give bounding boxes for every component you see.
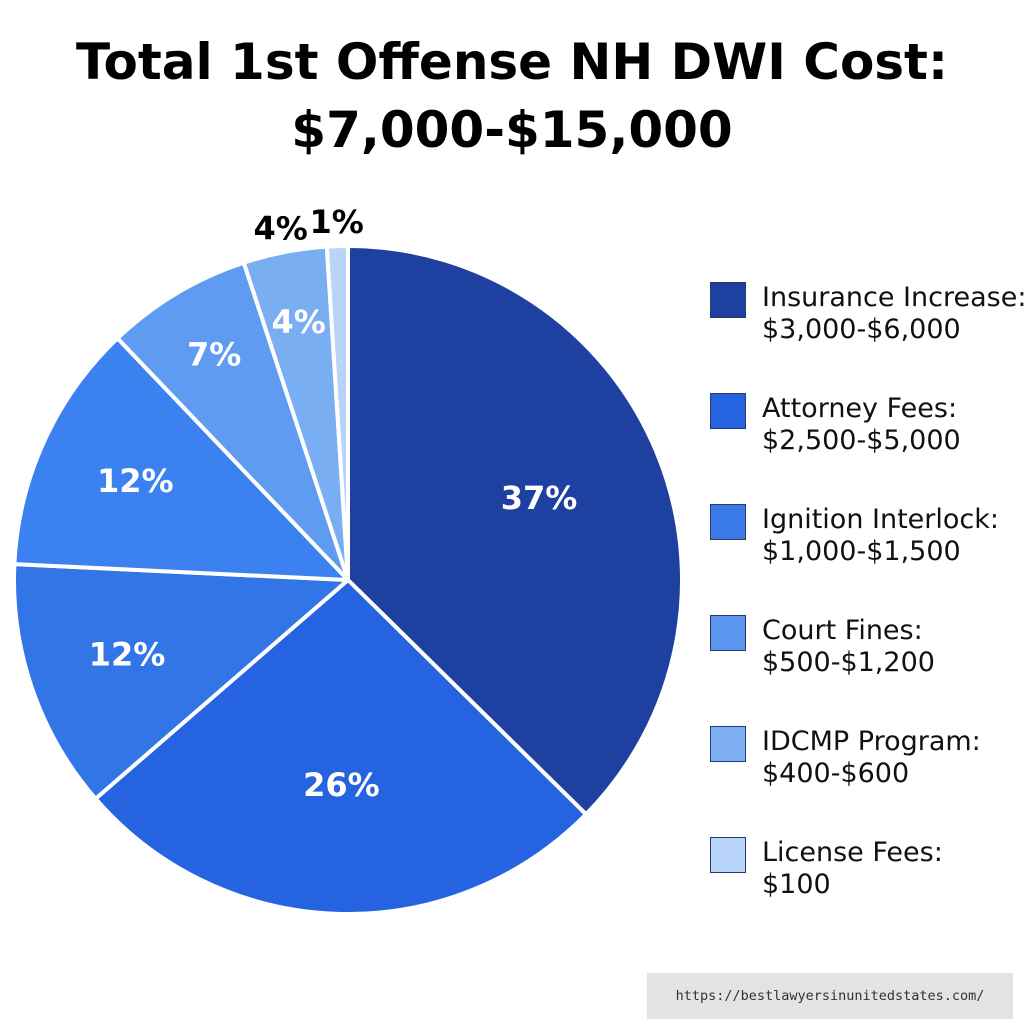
pie-slice-4 [115, 260, 350, 582]
legend-label: IDCMP Program: [762, 726, 981, 757]
legend-label: Ignition Interlock: [762, 504, 999, 535]
pie-slice-label-1: 26% [303, 766, 380, 804]
legend-range: $400-$600 [762, 758, 910, 789]
legend-text: Attorney Fees: $2,500-$5,000 [762, 393, 961, 457]
chart-title-line-1: Total 1st Offense NH DWI Cost: [76, 33, 948, 91]
legend-item: Attorney Fees: $2,500-$5,000 [710, 393, 1020, 463]
legend-range: $3,000-$6,000 [762, 314, 961, 345]
pie-slice-label-4: 7% [187, 335, 241, 373]
legend-swatch [710, 615, 746, 651]
legend-text: IDCMP Program: $400-$600 [762, 726, 981, 790]
watermark-url: https://bestlawyersinunitedstates.com/ [647, 973, 1013, 1019]
legend-text: License Fees: $100 [762, 837, 943, 901]
pie-slice-0 [346, 244, 684, 817]
legend-item: License Fees: $100 [710, 837, 1020, 907]
pie-slice-label-2: 12% [89, 635, 166, 673]
pie-slice-outer-label-6: 1% [310, 203, 364, 241]
legend-range: $2,500-$5,000 [762, 425, 961, 456]
legend-item: Insurance Increase: $3,000-$6,000 [710, 282, 1024, 352]
legend-swatch [710, 282, 746, 318]
legend-label: License Fees: [762, 837, 943, 868]
legend-text: Ignition Interlock: $1,000-$1,500 [762, 504, 999, 568]
legend-item: IDCMP Program: $400-$600 [710, 726, 1020, 796]
legend-item: Court Fines: $500-$1,200 [710, 615, 1020, 685]
pie-slice-outer-label-5: 4% [253, 209, 307, 247]
chart-title-line-2: $7,000-$15,000 [291, 101, 733, 159]
legend-text: Insurance Increase: $3,000-$6,000 [762, 282, 1024, 346]
legend-swatch [710, 504, 746, 540]
legend-text: Court Fines: $500-$1,200 [762, 615, 935, 679]
legend-range: $100 [762, 869, 831, 900]
legend-swatch [710, 393, 746, 429]
legend-range: $500-$1,200 [762, 647, 935, 678]
pie-slice-6 [324, 244, 350, 582]
legend-range: $1,000-$1,500 [762, 536, 961, 567]
legend-swatch [710, 837, 746, 873]
legend-swatch [710, 726, 746, 762]
legend-label: Attorney Fees: [762, 393, 958, 424]
legend-item: Ignition Interlock: $1,000-$1,500 [710, 504, 1020, 574]
pie-slice-3 [12, 336, 350, 582]
pie-slice-label-3: 12% [97, 462, 174, 500]
pie-slice-2 [12, 562, 350, 801]
pie-slice-label-0: 37% [501, 479, 578, 517]
pie-slice-1 [93, 578, 589, 916]
pie-slice-label-5: 4% [272, 303, 326, 341]
legend-label: Insurance Increase: [762, 282, 1024, 313]
chart-title: Total 1st Offense NH DWI Cost: $7,000-$1… [0, 28, 1024, 164]
legend-label: Court Fines: [762, 615, 923, 646]
